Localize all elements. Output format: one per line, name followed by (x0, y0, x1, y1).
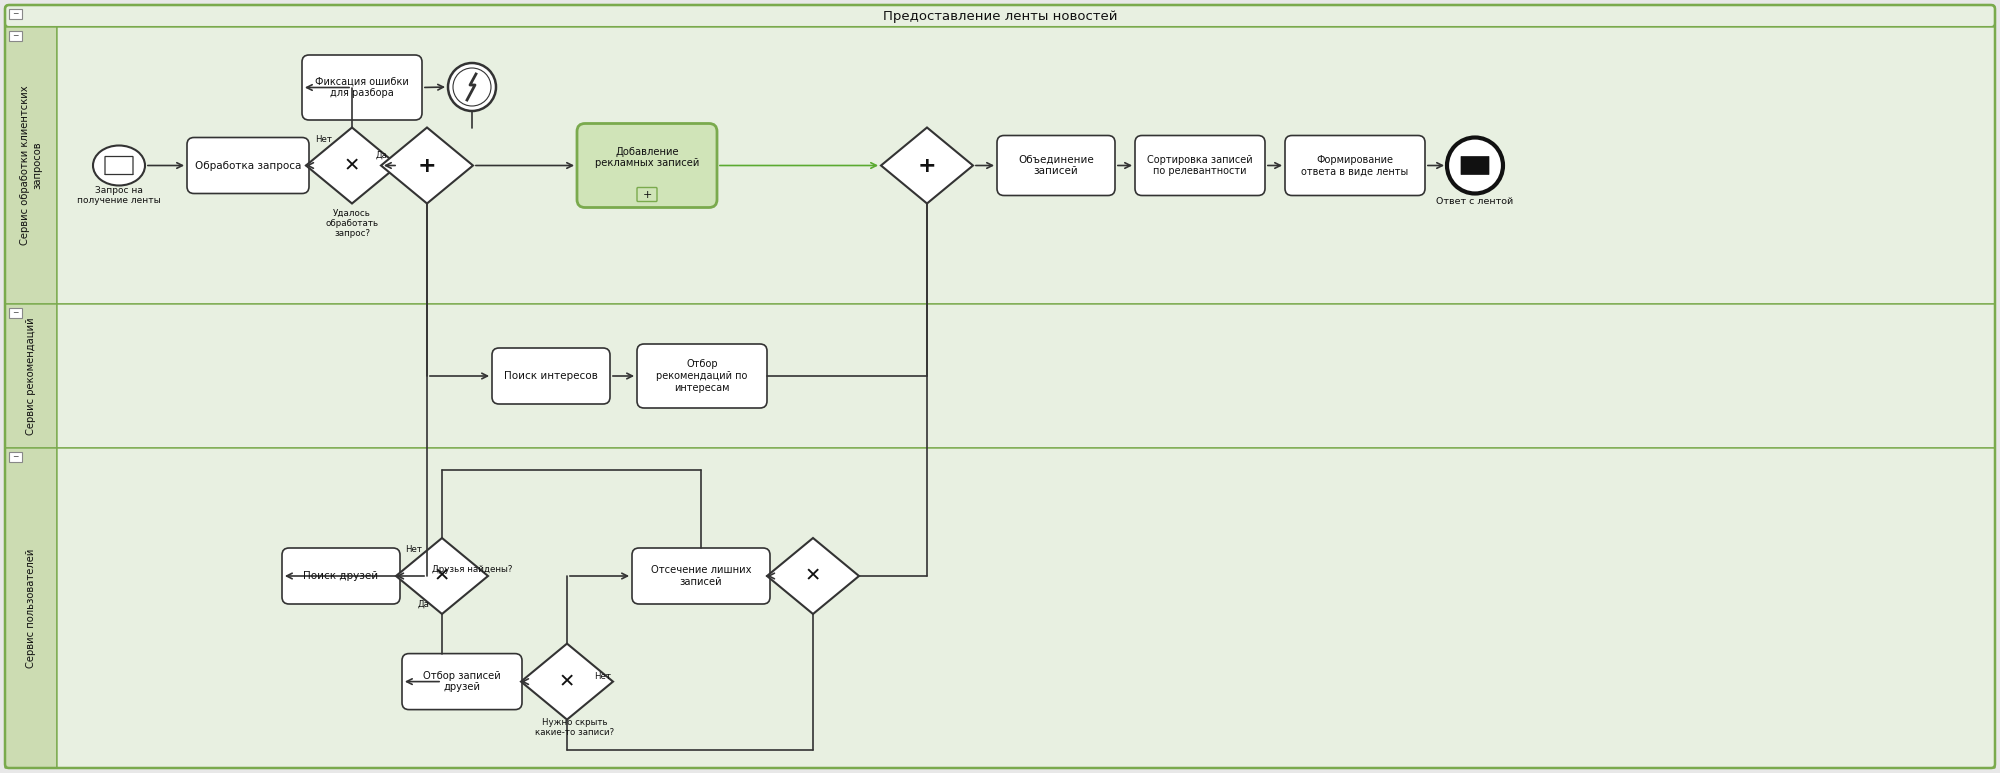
Text: Объединение
записей: Объединение записей (1018, 155, 1094, 176)
Text: Фиксация ошибки
для разбора: Фиксация ошибки для разбора (316, 77, 408, 98)
Circle shape (448, 63, 496, 111)
Text: ✕: ✕ (434, 567, 450, 585)
Text: ✕: ✕ (558, 672, 576, 691)
Text: Сортировка записей
по релевантности: Сортировка записей по релевантности (1148, 155, 1252, 176)
Text: −: − (12, 308, 18, 318)
Polygon shape (380, 128, 474, 203)
FancyBboxPatch shape (1460, 156, 1488, 175)
FancyBboxPatch shape (10, 452, 22, 462)
Text: ✕: ✕ (804, 567, 822, 585)
Text: Друзья найдены?: Друзья найдены? (432, 566, 512, 574)
Text: Сервис пользователей: Сервис пользователей (26, 548, 36, 668)
Text: Ответ с лентой: Ответ с лентой (1436, 197, 1514, 206)
Text: Запрос на
получение ленты: Запрос на получение ленты (78, 186, 160, 205)
Polygon shape (520, 644, 612, 720)
Circle shape (1448, 138, 1504, 193)
Text: Удалось
обработать
запрос?: Удалось обработать запрос? (326, 209, 378, 238)
Text: Нет: Нет (406, 546, 422, 554)
Text: Отбор записей
друзей: Отбор записей друзей (424, 671, 500, 693)
Polygon shape (768, 538, 860, 614)
FancyBboxPatch shape (402, 654, 522, 710)
FancyBboxPatch shape (10, 31, 22, 41)
FancyBboxPatch shape (10, 9, 22, 19)
FancyBboxPatch shape (104, 156, 132, 175)
Text: +: + (418, 155, 436, 175)
FancyBboxPatch shape (188, 138, 308, 193)
Text: Да: Да (418, 600, 430, 608)
FancyBboxPatch shape (56, 304, 1996, 448)
FancyBboxPatch shape (4, 448, 56, 768)
FancyBboxPatch shape (56, 27, 1996, 304)
Polygon shape (306, 128, 398, 203)
Text: Добавление
рекламных записей: Добавление рекламных записей (594, 147, 700, 169)
Text: Сервис рекомендаций: Сервис рекомендаций (26, 317, 36, 434)
FancyBboxPatch shape (4, 27, 56, 304)
FancyBboxPatch shape (996, 135, 1116, 196)
Text: −: − (12, 9, 18, 19)
Text: Нужно скрыть
какие-то записи?: Нужно скрыть какие-то записи? (536, 718, 614, 737)
Text: Предоставление ленты новостей: Предоставление ленты новостей (882, 9, 1118, 22)
FancyBboxPatch shape (492, 348, 610, 404)
FancyBboxPatch shape (4, 304, 56, 448)
FancyBboxPatch shape (4, 5, 1996, 27)
FancyBboxPatch shape (56, 448, 1996, 768)
Text: Поиск друзей: Поиск друзей (304, 571, 378, 581)
FancyBboxPatch shape (282, 548, 400, 604)
Text: Нет: Нет (316, 135, 332, 144)
Ellipse shape (92, 145, 144, 186)
Text: Сервис обработки клиентских
запросов: Сервис обработки клиентских запросов (20, 86, 42, 245)
Text: Нет: Нет (594, 672, 612, 681)
FancyBboxPatch shape (10, 308, 22, 318)
Polygon shape (396, 538, 488, 614)
FancyBboxPatch shape (1136, 135, 1266, 196)
Text: +: + (918, 155, 936, 175)
FancyBboxPatch shape (1284, 135, 1424, 196)
Circle shape (452, 68, 492, 106)
Text: Отсечение лишних
записей: Отсечение лишних записей (650, 565, 752, 587)
Text: Поиск интересов: Поиск интересов (504, 371, 598, 381)
FancyBboxPatch shape (576, 124, 716, 207)
FancyBboxPatch shape (636, 344, 768, 408)
Text: Формирование
ответа в виде ленты: Формирование ответа в виде ленты (1302, 155, 1408, 176)
Polygon shape (880, 128, 972, 203)
Text: +: + (642, 189, 652, 199)
Text: Обработка запроса: Обработка запроса (194, 161, 302, 171)
Text: Отбор
рекомендаций по
интересам: Отбор рекомендаций по интересам (656, 359, 748, 393)
Text: ✕: ✕ (344, 156, 360, 175)
Text: Да: Да (376, 151, 388, 160)
FancyBboxPatch shape (632, 548, 770, 604)
Text: −: − (12, 452, 18, 461)
Text: −: − (12, 32, 18, 40)
FancyBboxPatch shape (302, 55, 422, 120)
